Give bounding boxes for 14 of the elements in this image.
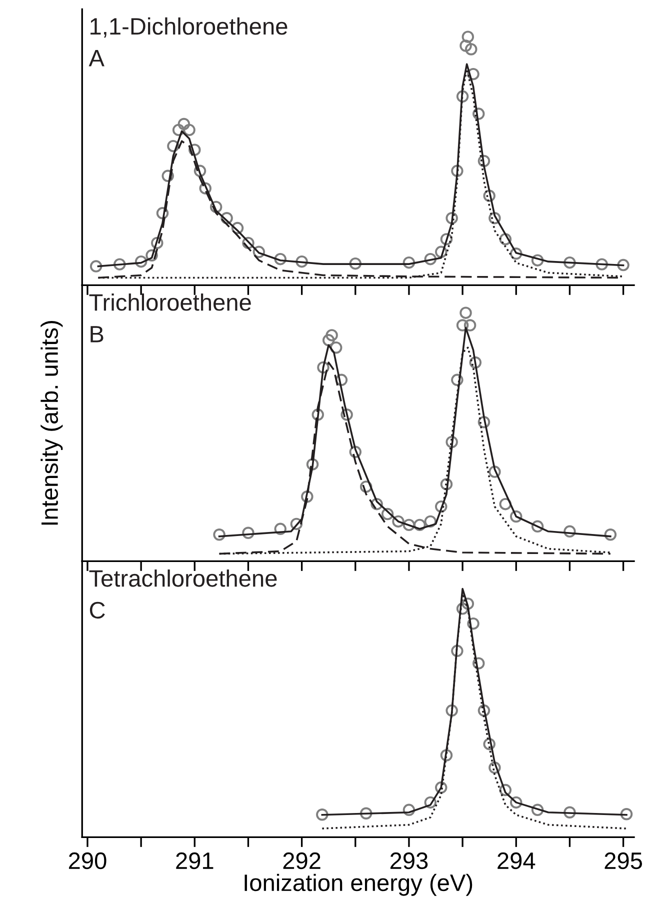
text: Tetrachloroethene: [89, 569, 277, 587]
x-tick-label: 293: [390, 852, 428, 870]
x-tick-label: 294: [498, 852, 536, 870]
text: Trichloroethene: [89, 293, 251, 311]
x-tick-label: 291: [176, 852, 214, 870]
x-tick-label: 290: [68, 852, 106, 870]
x-axis-title: Ionization energy (eV): [244, 874, 472, 896]
annotation: A: [88, 50, 104, 66]
x-tick-label: 292: [283, 852, 320, 870]
x-tick-label: 295: [604, 852, 642, 870]
annotation: B: [90, 326, 104, 342]
annotation: C: [90, 602, 105, 619]
annotation: 1,1-Dichloroethene: [90, 17, 288, 38]
y-axis-title: Intensity (arb. units): [40, 320, 63, 525]
